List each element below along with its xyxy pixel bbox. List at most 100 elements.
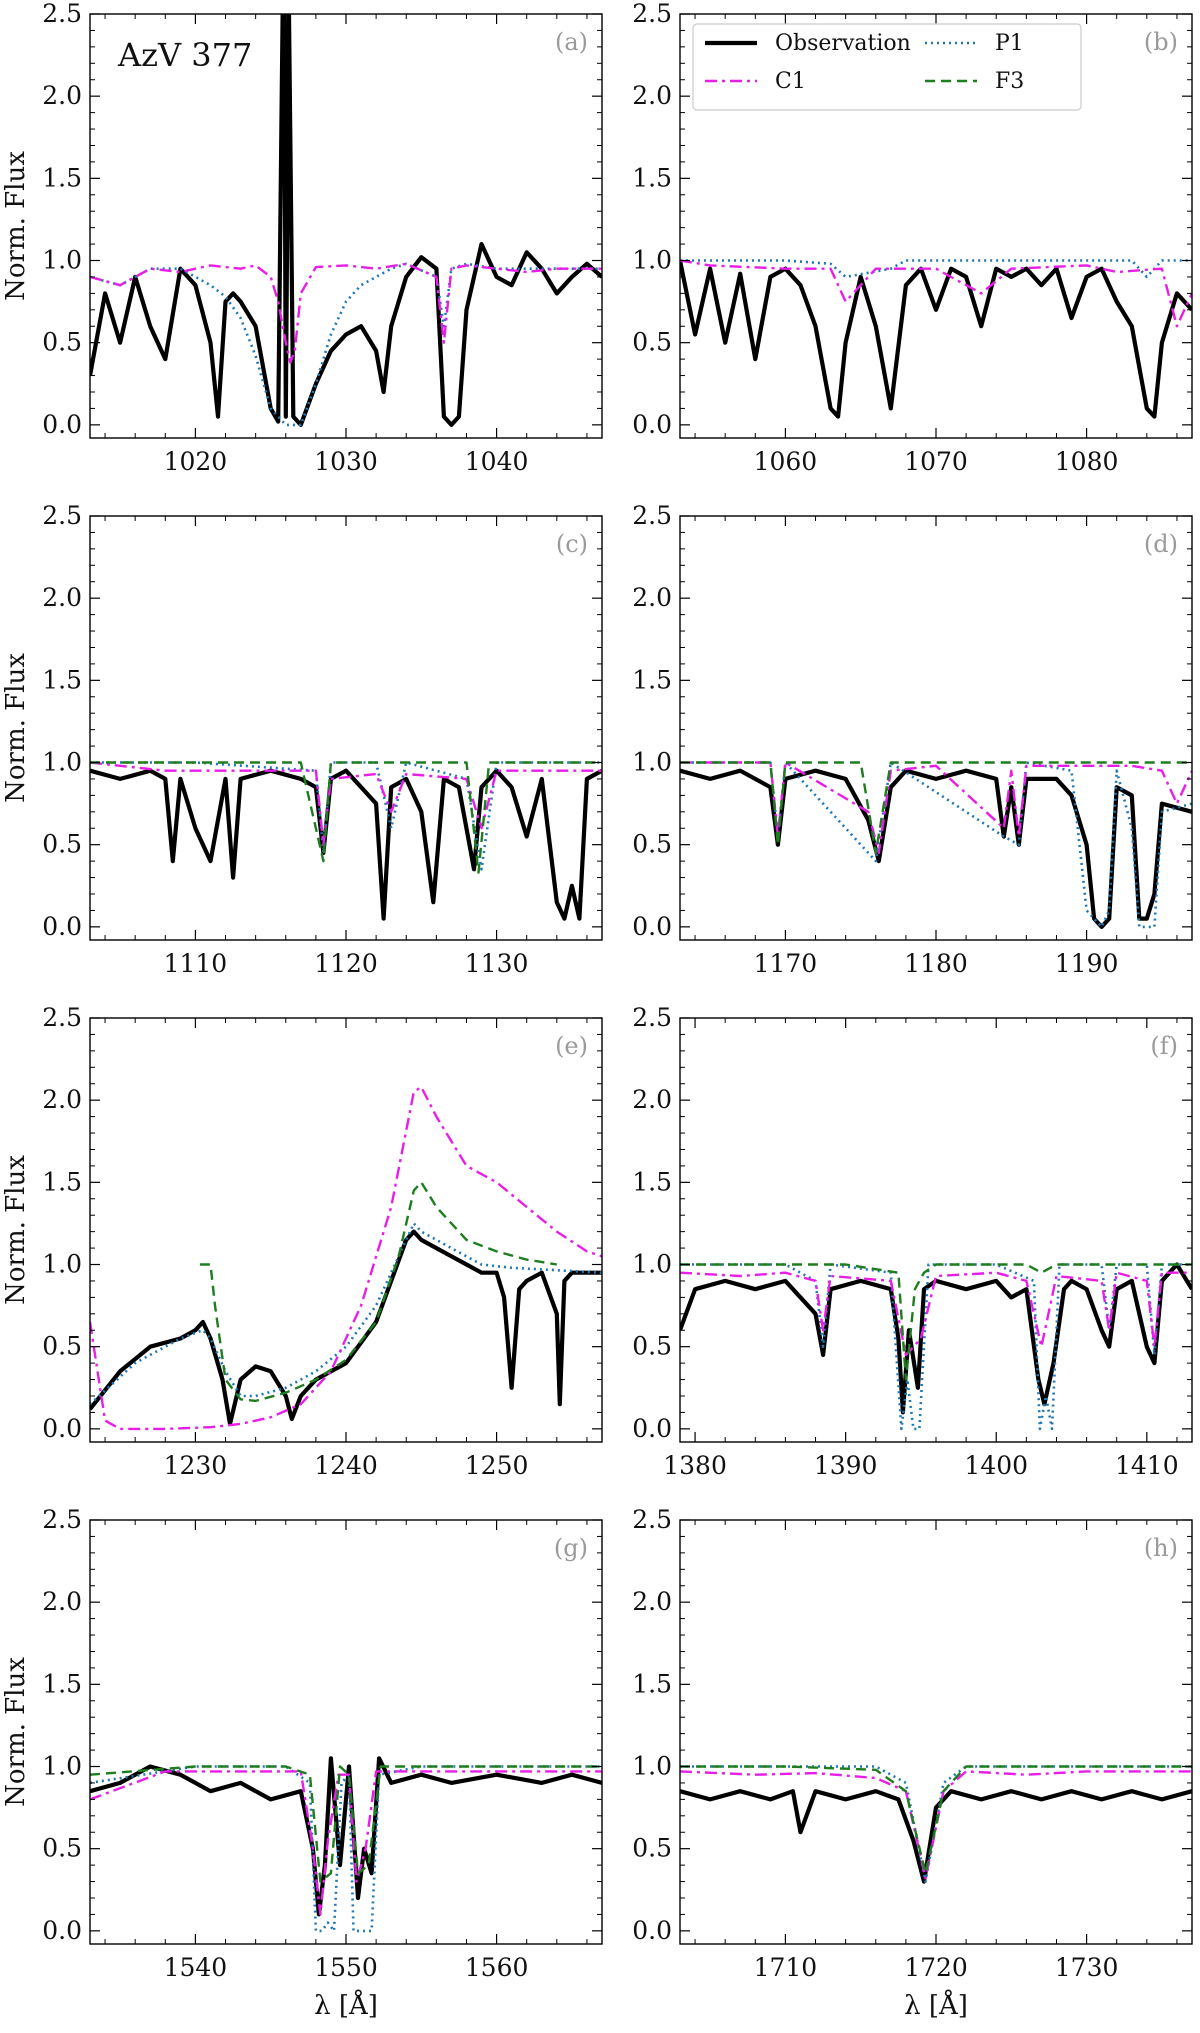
panel-e: 0.0 0.5 1.0 1.5 2.0 2.5 1230 1240 1250 (e) Norm. F… [1,1003,603,1480]
x-tick-label: 1190 [1055,949,1119,978]
y-tick-label: 1.5 [632,665,672,694]
x-tick-label: 1560 [465,1953,529,1982]
y-tick-label: 1.5 [42,665,82,694]
x-tick-label: 1250 [465,1451,529,1480]
y-axis-label: Norm. Flux [1,1155,31,1305]
legend-label-p1: P1 [995,31,1024,56]
x-tick-label: 1550 [314,1953,378,1982]
series-observation-line [680,768,1192,930]
panel-letter: (a) [555,28,588,56]
y-tick-label: 0.0 [632,410,672,439]
y-tick-label: 1.5 [632,1669,672,1698]
y-tick-label: 2.0 [42,81,82,110]
series-c1-line [680,1271,1192,1357]
panel-a: 0.0 0.5 1.0 1.5 2.0 2.5 1020 1030 1040 (a) Norm. F… [1,0,603,476]
series-observation-line [90,1229,602,1427]
y-tick-label: 2.5 [42,1003,82,1032]
x-tick-label: 1380 [663,1451,727,1480]
y-tick-label: 0.5 [632,1332,672,1361]
panel-d: 0.0 0.5 1.0 1.5 2.0 2.5 1170 1180 1190 (d) [632,501,1193,978]
y-tick-label: 1.5 [632,163,672,192]
y-tick-label: 2.0 [42,583,82,612]
y-tick-label: 1.0 [632,246,672,275]
y-tick-label: 1.0 [42,246,82,275]
series-observation-line [680,1789,1192,1884]
legend-label-observation: Observation [775,31,911,56]
y-axis-label: Norm. Flux [1,151,31,301]
panel-g: 0.0 0.5 1.0 1.5 2.0 2.5 1540 1550 1560 (g) Norm. F… [1,1505,603,2021]
axes-frame [89,1519,603,1945]
y-tick-label: 2.0 [42,1587,82,1616]
x-tick-label: 1030 [314,447,378,476]
y-tick-label: 2.0 [632,583,672,612]
y-tick-label: 1.0 [632,748,672,777]
panel-letter: (b) [1144,28,1178,56]
y-tick-label: 1.0 [42,748,82,777]
y-tick-label: 2.0 [42,1085,82,1114]
series-p1-line [90,262,602,427]
series-observation-line [90,768,602,921]
panel-h: 0.0 0.5 1.0 1.5 2.0 2.5 1710 1720 1730 (h) λ [Å] [632,1505,1193,2021]
y-tick-label: 2.5 [42,1505,82,1534]
x-tick-label: 1730 [1055,1953,1119,1982]
series-p1-line [680,1263,1192,1431]
series-c1-line [90,262,602,364]
series-f3-line [90,761,602,874]
series-c1-line [680,259,1192,328]
y-axis-label: Norm. Flux [1,653,31,803]
y-tick-label: 2.5 [632,501,672,530]
y-tick-label: 2.5 [632,1505,672,1534]
y-tick-label: 2.5 [632,0,672,28]
x-tick-label: 1390 [814,1451,878,1480]
legend: Observation P1 C1 F3 [692,23,1082,111]
x-tick-label: 1060 [754,447,818,476]
y-tick-label: 2.0 [632,1587,672,1616]
x-tick-label: 1710 [754,1953,818,1982]
x-axis-label: λ [Å] [314,1989,378,2021]
legend-label-f3: F3 [995,69,1024,94]
x-tick-label: 1040 [465,447,529,476]
x-tick-label: 1110 [164,949,228,978]
panel-letter: (f) [1150,1032,1178,1060]
axes-frame [679,515,1193,941]
x-tick-label: 1410 [1115,1451,1179,1480]
series-c1-line [680,1770,1192,1880]
x-tick-label: 1720 [904,1953,968,1982]
y-tick-label: 2.5 [42,0,82,28]
x-tick-label: 1080 [1055,447,1119,476]
y-tick-label: 0.0 [42,1916,82,1945]
y-tick-label: 1.5 [42,1669,82,1698]
panel-letter: (d) [1144,530,1178,558]
y-tick-label: 1.0 [42,1250,82,1279]
series-observation-line [90,1756,602,1917]
y-tick-label: 2.0 [632,1085,672,1114]
series-c1-line [90,761,602,846]
x-tick-label: 1240 [314,1451,378,1480]
y-tick-label: 1.5 [632,1167,672,1196]
x-tick-label: 1170 [754,949,818,978]
y-tick-label: 0.5 [42,328,82,357]
series-f3-line [680,761,1192,855]
y-axis-label: Norm. Flux [1,1657,31,1807]
series-observation-line [680,1262,1192,1415]
x-axis-label: λ [Å] [904,1989,968,2021]
series-f3-line [90,1765,602,1883]
x-tick-label: 1180 [904,949,968,978]
axes-frame [679,1519,1193,1945]
panel-letter: (g) [554,1534,588,1562]
axes-frame [679,1017,1193,1443]
y-tick-label: 0.5 [632,328,672,357]
y-tick-label: 0.5 [42,1332,82,1361]
x-tick-label: 1070 [904,447,968,476]
series-observation-line [90,14,602,427]
series-c1-line [90,1085,602,1431]
y-tick-label: 0.5 [632,1834,672,1863]
y-tick-label: 1.0 [42,1752,82,1781]
panel-letter: (h) [1144,1534,1178,1562]
series-p1-line [90,1765,602,1933]
y-tick-label: 2.0 [632,81,672,110]
legend-label-c1: C1 [775,69,806,94]
object-name: AzV 377 [117,36,252,74]
